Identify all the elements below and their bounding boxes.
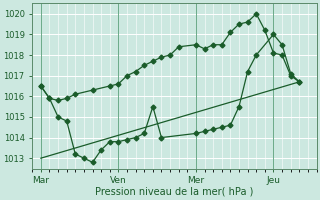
X-axis label: Pression niveau de la mer( hPa ): Pression niveau de la mer( hPa ) — [95, 187, 253, 197]
